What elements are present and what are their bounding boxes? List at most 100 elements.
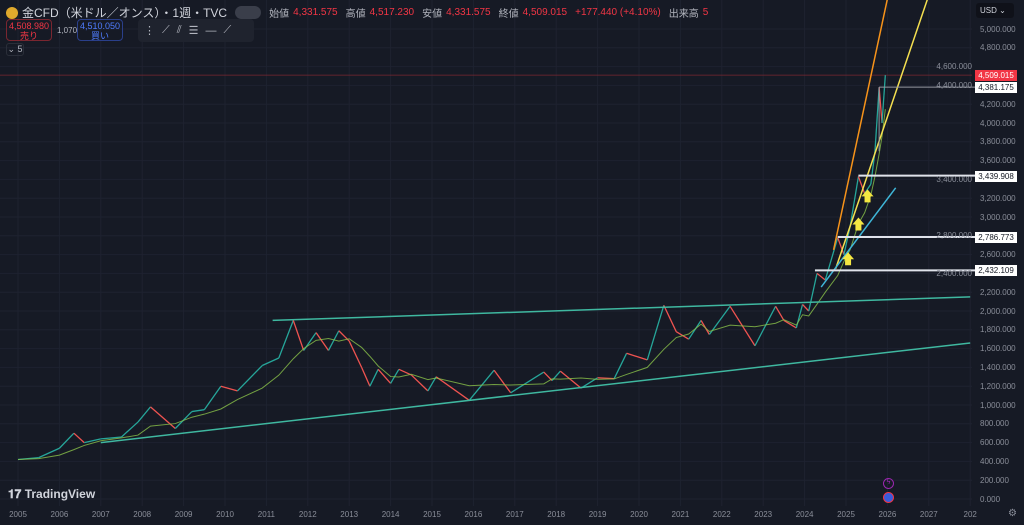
price-segment <box>410 374 429 392</box>
price-axis-label: 3,400.000 <box>936 174 972 184</box>
high-label: 高値 <box>345 9 366 20</box>
price-segment <box>510 371 545 394</box>
price-axis-label: 1,000.000 <box>980 400 1016 410</box>
price-axis-label: 800.000 <box>980 419 1009 429</box>
close-value: 4,509.015 <box>522 7 568 18</box>
price-segment <box>708 305 731 335</box>
buy-label: 買い <box>90 31 109 41</box>
us-flag-event-icon[interactable] <box>883 492 894 503</box>
sell-price: 4,508.980 <box>8 21 50 31</box>
price-segment <box>315 332 330 351</box>
price-segment <box>688 320 702 340</box>
price-segment <box>220 385 238 392</box>
time-axis-label: 2017 <box>505 510 524 519</box>
fib-icon[interactable]: ☰ <box>188 25 199 37</box>
price-segment <box>646 305 665 361</box>
up-arrow-icon <box>861 189 874 203</box>
buy-button[interactable]: 4,510.050 買い <box>77 19 123 41</box>
time-axis-label: 2022 <box>712 510 731 519</box>
time-axis-label: 2027 <box>919 510 938 519</box>
price-segment <box>261 357 280 367</box>
time-axis-label: 2009 <box>174 510 193 519</box>
gold-icon <box>6 6 18 19</box>
price-segment <box>137 406 151 423</box>
price-segment <box>613 353 628 379</box>
price-segment <box>543 371 553 382</box>
price-segment <box>73 432 85 444</box>
price-segment <box>881 75 886 124</box>
up-arrow-icon <box>842 252 855 266</box>
time-axis-label: 2014 <box>381 510 400 519</box>
price-segment <box>278 320 294 359</box>
trend-line-icon[interactable]: ⟋ <box>162 24 170 36</box>
time-axis-label: 2023 <box>754 510 773 519</box>
low-value: 4,331.575 <box>446 7 491 18</box>
volume-value: 5 <box>702 7 709 18</box>
symbol-title[interactable]: 金CFD（米ドル／オンス）・1週・TVC <box>22 6 228 20</box>
currency-label: USD <box>980 6 997 15</box>
time-axis-label: 2021 <box>671 510 690 519</box>
time-axis-label: 2008 <box>133 510 152 519</box>
currency-select[interactable]: USD ⌄ <box>976 3 1014 18</box>
open-label: 始値 <box>269 9 290 20</box>
trend-line <box>832 0 888 251</box>
sell-button[interactable]: 4,508.980 売り <box>6 19 52 41</box>
indicator-count: 5 <box>17 44 23 54</box>
trend-line <box>100 342 971 444</box>
trend-line <box>834 0 928 269</box>
indicators-toggle[interactable]: ⌄ 5 <box>6 43 24 56</box>
low-label: 安値 <box>422 9 443 20</box>
price-segment <box>427 376 437 392</box>
settings-icon[interactable]: ⚙ <box>1008 508 1017 519</box>
visibility-toggle[interactable] <box>235 6 262 19</box>
price-axis-label: 5,000.000 <box>980 24 1016 34</box>
price-axis-label: 3,600.000 <box>980 156 1016 166</box>
price-segment <box>84 438 101 444</box>
change-value: +177.440 (+4.10%) <box>575 7 661 18</box>
price-segment <box>38 447 60 459</box>
price-axis-label: 600.000 <box>980 438 1009 448</box>
price-segment <box>849 176 860 227</box>
high-value: 4,517.230 <box>369 7 415 18</box>
price-segment <box>783 319 797 329</box>
price-axis-label: 1,200.000 <box>980 381 1016 391</box>
time-axis-label: 2005 <box>9 510 27 519</box>
price-axis-label: 4,800.000 <box>980 43 1016 53</box>
buy-price: 4,510.050 <box>79 21 121 31</box>
price-axis-label: 4,000.000 <box>980 118 1016 128</box>
price-segment <box>361 367 371 387</box>
price-axis-label: 200.000 <box>980 475 1009 485</box>
close-label: 終値 <box>498 9 519 20</box>
price-segment <box>191 409 205 413</box>
horizontal-ray-icon[interactable]: — <box>205 24 217 37</box>
price-axis-label: 2,400.000 <box>936 268 972 278</box>
price-axis-label: 4,400.000 <box>936 80 972 90</box>
brand-name: TradingView <box>24 487 96 501</box>
sell-label: 売り <box>19 31 38 41</box>
drawing-toolbar: ⋮ ⟋ ⫽ ☰ — ⟋ <box>138 19 254 42</box>
trend-line <box>272 296 971 322</box>
price-segment <box>874 87 880 152</box>
moving-average-line <box>17 109 886 461</box>
lightning-event-icon[interactable]: ϟ <box>883 478 894 489</box>
price-segment <box>100 436 122 440</box>
price-segment <box>857 176 866 194</box>
price-segment <box>775 305 785 321</box>
ray-icon[interactable]: ⟋ <box>223 24 232 36</box>
parallel-channel-icon[interactable]: ⫽ <box>176 24 182 36</box>
price-segment <box>802 303 810 312</box>
time-axis-label: 2024 <box>795 510 814 519</box>
drag-handle-icon[interactable]: ⋮ <box>144 25 155 37</box>
price-axis-label: 0.000 <box>980 494 1001 504</box>
price-segment <box>150 406 176 429</box>
price-axis-label: 1,400.000 <box>980 362 1016 372</box>
price-axis-label: 3,200.000 <box>980 193 1016 203</box>
tradingview-logo: 𝟏𝟕 TradingView <box>8 487 96 501</box>
time-axis-label: 2012 <box>298 510 317 519</box>
price-segment <box>816 272 826 281</box>
level-tag: 3,439.908 <box>975 171 1017 182</box>
price-segment <box>435 376 470 401</box>
time-axis-label: 2013 <box>340 510 359 519</box>
price-axis-label: 1,800.000 <box>980 325 1016 335</box>
